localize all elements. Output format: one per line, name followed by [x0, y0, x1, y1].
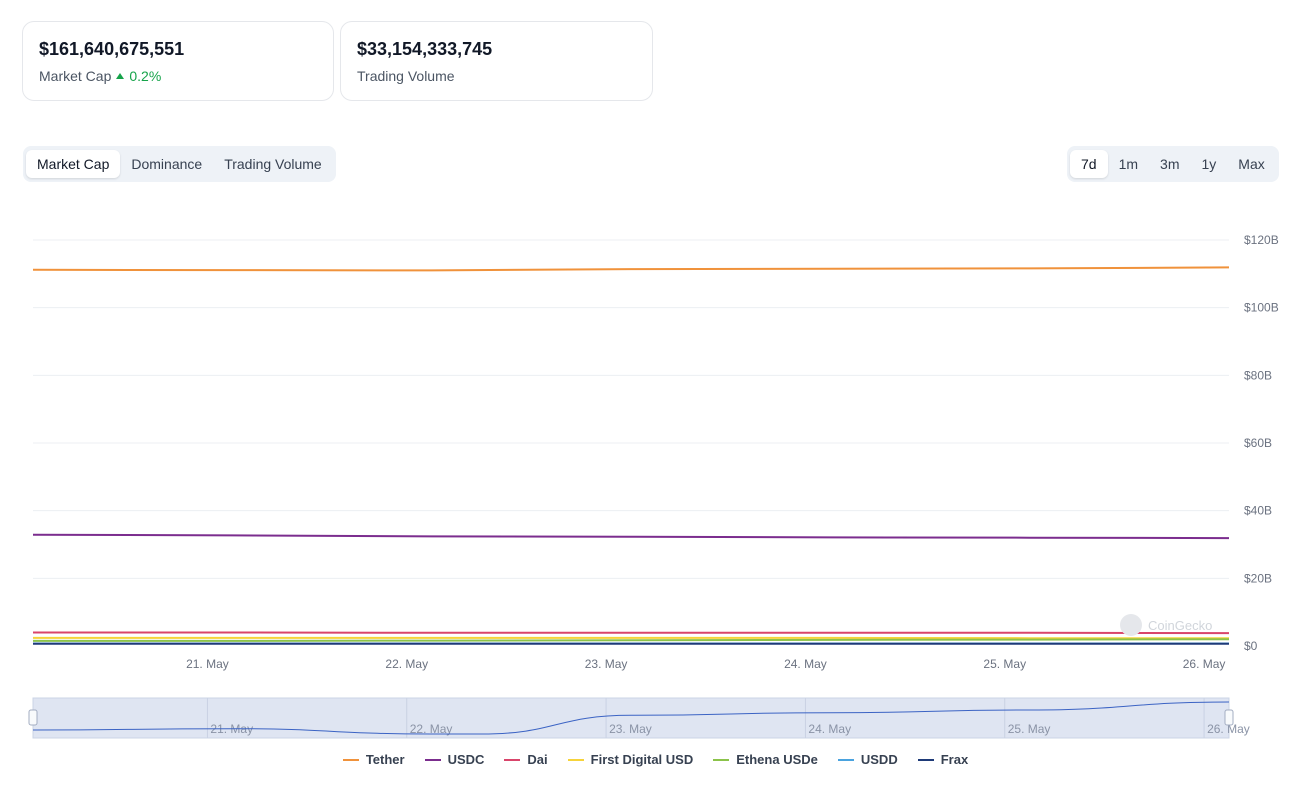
navigator-handle-right[interactable]	[1224, 709, 1234, 726]
legend-item-usdd[interactable]: USDD	[837, 752, 898, 767]
x-tick-label: 26. May	[1183, 657, 1226, 671]
x-tick-label: 24. May	[784, 657, 827, 671]
chart-legend: Tether USDC Dai First Digital USD Ethena USD…	[0, 752, 1311, 767]
legend-item-dai[interactable]: Dai	[504, 752, 548, 767]
coingecko-watermark: CoinGecko	[1120, 614, 1212, 636]
legend-swatch	[917, 758, 934, 761]
legend-swatch	[713, 758, 730, 761]
tab-dominance[interactable]: Dominance	[131, 156, 203, 172]
legend-label: Dai	[527, 752, 548, 767]
legend-label: USDC	[447, 752, 485, 767]
x-tick-label: 21. May	[186, 657, 229, 671]
navigator-window	[32, 697, 1230, 739]
legend-label: Tether	[365, 752, 405, 767]
range-3m[interactable]: 3m	[1160, 156, 1180, 172]
legend-swatch	[424, 758, 441, 761]
legend-swatch	[342, 758, 359, 761]
series-line-tether	[32, 266, 1230, 272]
x-tick-label: 22. May	[385, 657, 428, 671]
market-cap-label: Market Cap	[39, 68, 112, 84]
trading-volume-label: Trading Volume	[357, 68, 455, 84]
legend-label: USDD	[860, 752, 898, 767]
market-cap-card: $161,640,675,551 Market Cap 0.2%	[22, 21, 334, 101]
navigator-tick-label: 23. May	[609, 722, 652, 736]
navigator-series-line	[32, 701, 1230, 735]
legend-swatch	[567, 758, 584, 761]
caret-up-icon	[116, 73, 125, 79]
y-tick-label: $40B	[1244, 504, 1272, 518]
series-line-dai	[33, 631, 1230, 635]
navigator-tick-label: 25. May	[1008, 722, 1051, 736]
range-tabs: 7d 1m 3m 1y Max	[1067, 146, 1279, 182]
legend-item-usdc[interactable]: USDC	[424, 752, 485, 767]
coingecko-logo-icon	[1120, 614, 1142, 636]
x-tick-label: 23. May	[585, 657, 628, 671]
legend-item-tether[interactable]: Tether	[342, 752, 405, 767]
y-tick-label: $60B	[1244, 436, 1272, 450]
legend-item-ethena-usde[interactable]: Ethena USDe	[713, 752, 818, 767]
navigator-handle-left[interactable]	[28, 709, 38, 726]
y-tick-label: $20B	[1244, 571, 1272, 585]
tab-trading-volume[interactable]: Trading Volume	[224, 156, 322, 172]
legend-item-first-digital-usd[interactable]: First Digital USD	[567, 752, 694, 767]
range-7d[interactable]: 7d	[1070, 150, 1108, 178]
legend-item-frax[interactable]: Frax	[917, 752, 969, 767]
y-tick-label: $80B	[1244, 368, 1272, 382]
series-line-usdc	[32, 533, 1230, 540]
legend-label: First Digital USD	[590, 752, 694, 767]
legend-swatch	[504, 758, 521, 761]
navigator-tick-label: 22. May	[410, 722, 453, 736]
metric-tabs: Market Cap Dominance Trading Volume	[23, 146, 336, 182]
market-cap-value: $161,640,675,551	[39, 39, 185, 59]
navigator-tick-label: 24. May	[808, 722, 851, 736]
trading-volume-value: $33,154,333,745	[357, 39, 493, 59]
tab-market-cap[interactable]: Market Cap	[26, 150, 121, 178]
x-tick-label: 25. May	[983, 657, 1026, 671]
legend-label: Ethena USDe	[736, 752, 818, 767]
series-line-ethena-usde	[33, 638, 1230, 642]
y-tick-label: $100B	[1244, 301, 1279, 315]
legend-swatch	[837, 758, 854, 761]
navigator-tick-label: 26. May	[1207, 722, 1250, 736]
watermark-label: CoinGecko	[1148, 617, 1213, 633]
range-1y[interactable]: 1y	[1201, 156, 1217, 172]
market-cap-change: 0.2%	[116, 68, 161, 84]
range-max[interactable]: Max	[1238, 156, 1265, 172]
y-tick-label: $120B	[1244, 233, 1279, 247]
y-tick-label: $0	[1244, 639, 1258, 653]
market-cap-change-value: 0.2%	[129, 68, 162, 84]
range-1m[interactable]: 1m	[1118, 156, 1139, 172]
trading-volume-card: $33,154,333,745 Trading Volume	[340, 21, 653, 101]
legend-label: Frax	[940, 752, 969, 767]
